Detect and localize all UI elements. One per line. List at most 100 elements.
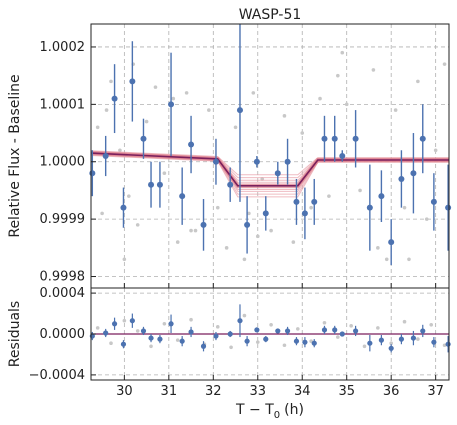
flux-raw-point — [118, 148, 122, 153]
flux-raw-point — [255, 234, 260, 239]
flux-y-tick-label-2: 1.0000 — [40, 155, 86, 170]
flux-binned-point — [366, 204, 373, 211]
residuals-binned-point — [353, 328, 359, 334]
flux-model-best — [90, 152, 449, 187]
residuals-binned-point — [445, 341, 451, 347]
residuals-raw-point — [269, 323, 273, 327]
flux-binned-point — [339, 153, 346, 159]
flux-y-axis-label: Relative Flux - Baseline — [7, 74, 23, 237]
residuals-binned-point — [388, 345, 394, 351]
flux-binned-point — [102, 153, 109, 159]
x-tick-label-4: 34 — [294, 384, 311, 399]
residuals-binned-point — [254, 327, 260, 333]
residuals-binned-point — [420, 328, 426, 334]
residuals-binned-point — [103, 330, 109, 336]
residuals-binned-point — [157, 336, 163, 342]
flux-raw-point — [442, 62, 447, 66]
x-tick-label-0: 30 — [116, 384, 133, 399]
residuals-binned-point — [237, 318, 243, 324]
residuals-raw-point — [416, 337, 420, 341]
flux-binned-point — [253, 158, 260, 165]
flux-raw-point — [104, 108, 109, 112]
flux-raw-point — [358, 188, 362, 193]
residuals-raw-point — [135, 329, 140, 333]
x-tick-label-1: 31 — [161, 384, 178, 399]
residuals-binned-point — [200, 343, 207, 349]
flux-raw-points — [95, 50, 447, 262]
residuals-raw-point — [295, 327, 300, 331]
flux-binned-point — [293, 198, 300, 205]
residuals-binned-point — [311, 340, 317, 346]
flux-raw-point — [291, 240, 296, 244]
residuals-binned-point — [284, 328, 291, 334]
flux-binned-point — [352, 135, 359, 142]
residuals-binned-point — [227, 331, 233, 337]
flux-raw-point — [393, 108, 398, 112]
flux-binned-point — [331, 135, 338, 142]
flux-raw-point — [402, 205, 407, 210]
residuals-raw-point — [175, 338, 180, 342]
flux-raw-point — [127, 194, 131, 198]
residuals-raw-point — [429, 323, 434, 327]
flux-raw-point — [371, 68, 376, 72]
flux-raw-point — [171, 96, 176, 101]
flux-binned-point — [410, 170, 417, 177]
flux-raw-point — [336, 73, 340, 78]
flux-binned-point — [111, 95, 118, 102]
flux-binned-point — [129, 78, 136, 85]
residuals-raw-point — [149, 344, 153, 349]
flux-binned-point — [168, 101, 175, 108]
flux-raw-point — [416, 79, 420, 84]
flux-model-sample-9 — [90, 150, 449, 176]
x-tick-label-3: 33 — [249, 384, 266, 399]
residuals-binned-point — [378, 337, 385, 343]
residuals-y-tick-label-2: 0.0004 — [40, 286, 86, 301]
residuals-binned-point — [148, 335, 154, 341]
residuals-binned-point — [213, 333, 219, 339]
flux-raw-point — [175, 240, 180, 244]
residuals-y-tick-label-0: −0.0004 — [29, 368, 85, 383]
flux-binned-points — [89, 24, 452, 266]
flux-binned-point — [227, 181, 234, 188]
flux-raw-point — [433, 148, 438, 153]
residuals-binned-point — [321, 327, 328, 333]
residuals-binned-point — [339, 331, 345, 337]
flux-binned-point — [156, 181, 163, 188]
residuals-raw-point — [282, 343, 287, 348]
flux-raw-point — [318, 96, 322, 101]
flux-raw-point — [309, 205, 313, 210]
flux-y-tick-label-1: 0.9999 — [40, 212, 86, 227]
residuals-binned-point — [188, 329, 194, 335]
residuals-raw-point — [336, 335, 340, 339]
chart-title: WASP-51 — [239, 7, 302, 23]
flux-binned-point — [388, 239, 395, 246]
flux-raw-point — [193, 228, 198, 233]
x-axis-label-unit: (h) — [284, 402, 304, 418]
residuals-binned-point — [398, 336, 405, 342]
flux-model-sample-0 — [90, 155, 449, 198]
residuals-raw-point — [229, 345, 233, 350]
flux-model-line — [90, 152, 449, 187]
residuals-raw-point — [389, 341, 393, 346]
flux-binned-point — [378, 193, 385, 200]
flux-model-samples — [90, 150, 449, 198]
residuals-binned-point — [293, 338, 300, 344]
flux-y-ticks: 0.9998 0.9999 1.0000 1.0001 1.0002 — [40, 40, 96, 285]
residuals-binned-point — [431, 339, 437, 345]
residuals-binned-point — [168, 321, 174, 327]
flux-binned-point — [321, 135, 328, 142]
x-tick-label-6: 36 — [383, 384, 400, 399]
flux-binned-point — [445, 204, 452, 211]
flux-raw-point — [184, 91, 189, 95]
residuals-raw-point — [242, 313, 247, 318]
flux-binned-point — [244, 221, 251, 228]
flux-y-tick-label-0: 0.9998 — [40, 270, 86, 285]
residuals-raw-point — [255, 340, 260, 344]
flux-binned-point — [148, 181, 155, 188]
flux-raw-point — [242, 257, 247, 262]
residuals-y-axis-label: Residuals — [7, 301, 23, 367]
x-axis-label-subscript: 0 — [274, 410, 280, 421]
flux-raw-point — [100, 211, 104, 216]
flux-raw-point — [135, 223, 140, 227]
residuals-binned-point — [332, 327, 338, 333]
